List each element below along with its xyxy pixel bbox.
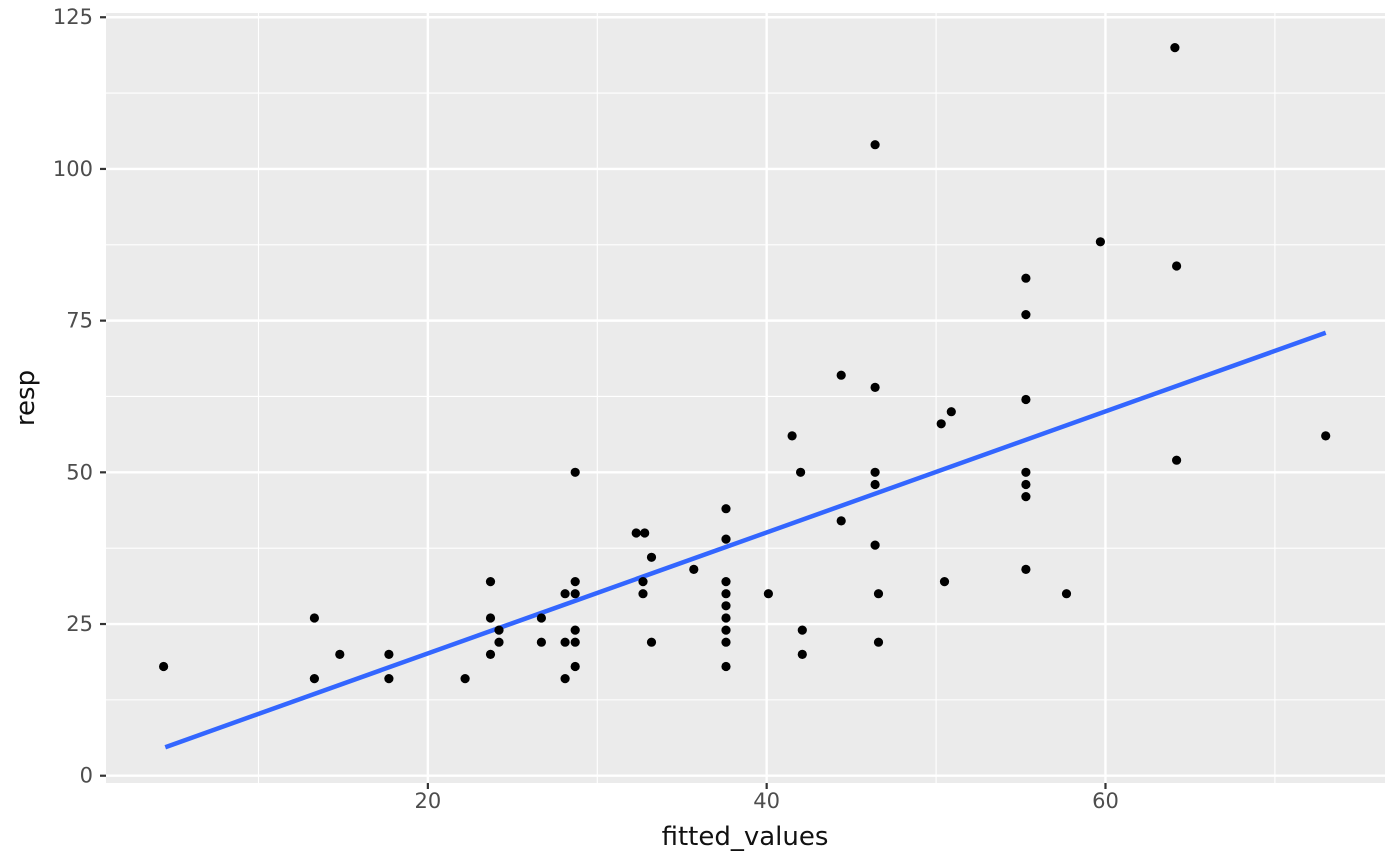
axis-tick-labels: 20 40 60 0 25 50 75 100 125 [53,5,1119,813]
data-point [494,637,504,647]
data-point [485,613,496,623]
data-point [873,637,884,647]
data-point [1061,589,1072,599]
data-point [159,661,169,672]
data-point [536,613,547,623]
data-points-layer [159,43,1331,684]
data-point [870,540,880,550]
data-point [536,637,547,647]
data-point [1021,273,1031,283]
data-point [1021,564,1031,575]
data-point [721,577,731,587]
data-point [1172,261,1182,271]
data-point [721,601,731,611]
data-point [485,577,496,587]
x-tick-label: 40 [753,789,780,813]
data-point [870,479,880,490]
data-point [494,625,504,635]
y-tick-label: 0 [80,764,93,788]
data-point [640,528,650,538]
major-gridlines [106,13,1385,783]
data-point [796,467,806,477]
x-axis-title: fitted_values [662,822,829,852]
y-tick-label: 125 [53,5,93,29]
data-point [384,649,394,660]
data-point [721,534,731,544]
data-point [1021,479,1031,490]
data-point [721,504,731,514]
data-point [870,140,880,150]
data-point [721,589,731,599]
data-point [946,407,956,417]
data-point [570,577,580,587]
data-point [1021,310,1031,320]
data-point [631,528,641,538]
data-point [335,649,345,660]
axis-tick-marks [100,16,1107,789]
data-point [638,577,648,587]
minor-gridlines [106,13,1385,783]
data-point [836,370,846,380]
data-point [689,564,699,575]
data-point [384,674,394,684]
data-point [1170,43,1180,53]
data-point [721,613,731,623]
data-point [873,589,884,599]
data-point [763,589,774,599]
data-point [797,625,807,635]
y-tick-label: 75 [66,309,93,333]
data-point [646,637,657,647]
data-point [870,467,880,477]
data-point [721,661,731,672]
data-point [787,431,797,441]
data-point [721,625,731,635]
data-point [1021,394,1031,405]
data-point [570,637,580,647]
trend-line [164,330,1327,750]
data-point [560,637,570,647]
data-point [570,625,580,635]
data-point [638,589,648,599]
data-point [560,674,570,684]
data-point [646,552,657,562]
data-point [570,661,580,672]
data-point [936,419,946,429]
y-tick-label: 100 [53,157,93,181]
x-tick-label: 20 [415,789,442,813]
data-point [1172,455,1182,465]
plot-panel [106,13,1385,783]
y-axis-title: resp [11,370,41,426]
data-point [1095,237,1105,247]
data-point [1021,467,1031,477]
data-point [309,613,319,623]
y-tick-label: 25 [66,612,93,636]
data-point [836,516,846,526]
data-point [570,467,580,477]
data-point [309,674,319,684]
data-point [460,674,470,684]
data-point [939,577,950,587]
data-point [570,589,580,599]
data-point [721,637,731,647]
data-point [797,649,807,660]
data-point [870,382,880,392]
data-point [1321,431,1331,441]
x-tick-label: 60 [1092,789,1119,813]
y-tick-label: 50 [66,460,93,484]
data-point [485,649,496,660]
data-point [560,589,570,599]
data-point [1021,492,1031,502]
